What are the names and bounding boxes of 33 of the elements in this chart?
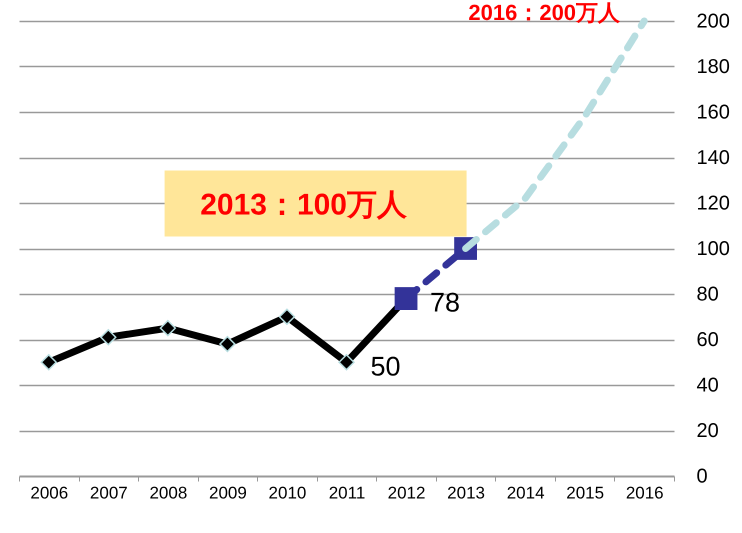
annotation: 2016：200万人 xyxy=(468,0,622,25)
x-tick-label: 2012 xyxy=(388,484,426,502)
point xyxy=(394,287,418,310)
x-tick-label: 2009 xyxy=(208,484,247,502)
y-tick-label: 60 xyxy=(696,329,719,351)
x-tick-label: 2010 xyxy=(268,484,306,502)
y-tick-label: 200 xyxy=(696,10,730,32)
x-tick-label: 2011 xyxy=(328,484,366,502)
annotation: 2013：100万人 xyxy=(200,188,408,222)
y-tick-label: 120 xyxy=(696,192,730,214)
y-tick-label: 160 xyxy=(696,102,730,124)
point xyxy=(278,308,296,325)
x-tick-label: 2007 xyxy=(90,484,128,502)
point xyxy=(338,354,355,370)
y-tick-label: 140 xyxy=(696,147,730,169)
x-tick-label: 2013 xyxy=(447,484,486,502)
point xyxy=(40,354,57,370)
y-tick-label: 80 xyxy=(696,284,719,306)
y-tick-label: 180 xyxy=(696,56,730,78)
data-label: 50 xyxy=(370,351,401,382)
point xyxy=(100,329,116,346)
x-tick-label: 2014 xyxy=(506,484,545,502)
x-tick-label: 2006 xyxy=(30,484,68,502)
y-tick-label: 100 xyxy=(696,238,730,260)
data-label: 78 xyxy=(430,288,460,318)
y-tick-label: 20 xyxy=(696,420,719,442)
point xyxy=(219,336,236,352)
point xyxy=(160,320,176,336)
y-tick-label: 40 xyxy=(696,374,719,396)
x-tick-label: 2016 xyxy=(626,484,664,502)
y-tick-label: 0 xyxy=(696,466,708,488)
x-tick-label: 2015 xyxy=(566,484,604,502)
x-tick-label: 2008 xyxy=(149,484,188,502)
